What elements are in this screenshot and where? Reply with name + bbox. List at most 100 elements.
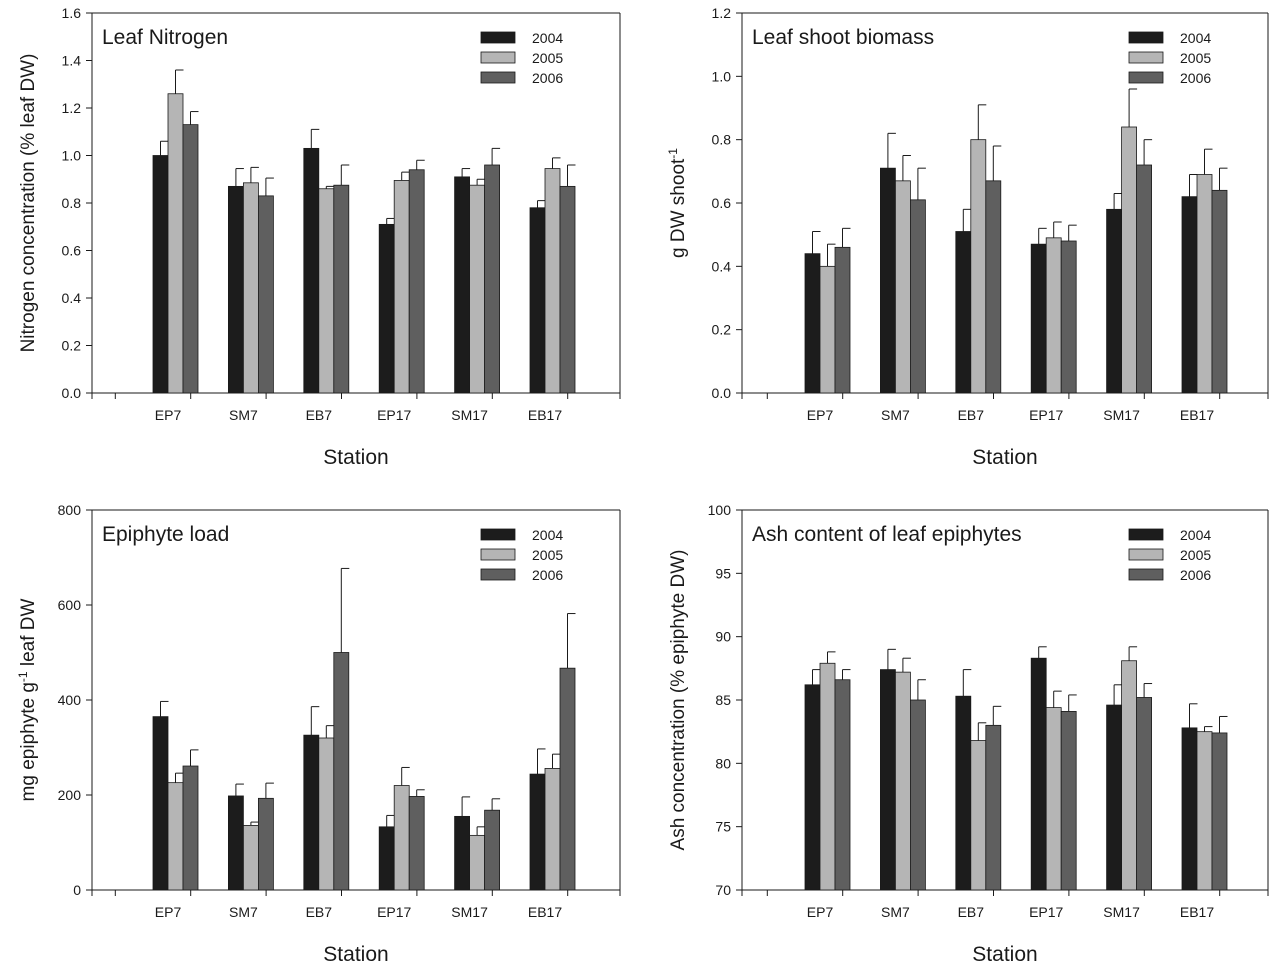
legend-label: 2005 bbox=[1180, 547, 1211, 563]
bar-2004-EB17 bbox=[1181, 196, 1198, 394]
bar-2005-EB7 bbox=[970, 139, 987, 394]
bar-2006-SM17 bbox=[484, 164, 501, 394]
legend-swatch-2005 bbox=[480, 548, 516, 561]
bar-2004-SM7 bbox=[880, 669, 896, 891]
bar-2005-EP7 bbox=[167, 782, 184, 891]
y-tick-label: 1.6 bbox=[62, 5, 82, 21]
bar-2006-EP17 bbox=[408, 169, 425, 394]
y-tick-label: 0.2 bbox=[62, 338, 82, 354]
x-tick-label: EP17 bbox=[377, 407, 411, 423]
y-axis-label-main: Nitrogen concentration (% leaf DW) bbox=[18, 54, 39, 353]
bar-2005-SM7 bbox=[895, 671, 911, 891]
y-tick-label: 0.0 bbox=[62, 385, 82, 401]
bar-2006-SM7 bbox=[910, 699, 926, 891]
legend-swatch-2005 bbox=[1128, 51, 1164, 64]
x-axis-label: Station bbox=[323, 943, 388, 965]
bar-2006-SM7 bbox=[910, 199, 926, 394]
y-tick-label: 0.8 bbox=[62, 195, 82, 211]
bar-2006-EP7 bbox=[834, 679, 851, 891]
bar-2005-EP7 bbox=[819, 662, 836, 891]
bar-2004-EP7 bbox=[152, 716, 169, 891]
panel-title: Leaf shoot biomass bbox=[752, 26, 934, 49]
bar-2005-EP17 bbox=[1045, 707, 1062, 891]
y-axis-label: Ash concentration (% epiphyte DW) bbox=[668, 550, 689, 851]
bar-2004-SM17 bbox=[1106, 704, 1122, 891]
y-tick-label: 0.2 bbox=[712, 322, 732, 338]
y-tick-label: 1.0 bbox=[712, 68, 732, 84]
bar-2004-EB7 bbox=[303, 734, 320, 891]
legend-label: 2006 bbox=[532, 567, 563, 583]
bar-2006-SM7 bbox=[257, 195, 274, 394]
x-axis-label: Station bbox=[323, 446, 388, 469]
y-axis-label: Nitrogen concentration (% leaf DW) bbox=[18, 54, 39, 353]
bar-2005-EP7 bbox=[819, 265, 836, 394]
bar-2006-EB17 bbox=[1211, 732, 1228, 891]
bar-2005-SM17 bbox=[1121, 126, 1137, 394]
bar-2006-EB7 bbox=[333, 652, 350, 891]
bar-2005-EB7 bbox=[318, 737, 335, 891]
legend-swatch-2005 bbox=[480, 51, 516, 64]
bar-2006-SM17 bbox=[1136, 164, 1152, 394]
chart-panel-1: 0.0 0.2 0.4 0.6 0.8 1.0 1.2 1.4 1.6 EP7 SM7 EB7 EP17… bbox=[18, 5, 621, 469]
y-tick-label: 95 bbox=[715, 565, 731, 581]
bar-2006-EB7 bbox=[333, 184, 350, 394]
bar-2005-SM7 bbox=[895, 180, 911, 394]
bar-2004-EB7 bbox=[303, 147, 320, 394]
bar-2006-EB17 bbox=[559, 185, 576, 394]
bar-2005-SM17 bbox=[1121, 660, 1137, 891]
bar-2005-EP17 bbox=[393, 180, 410, 394]
legend-swatch-2006 bbox=[480, 71, 516, 84]
y-axis-label-main: g DW shoot bbox=[668, 158, 689, 258]
y-axis-label: g DW shoot-1 bbox=[666, 148, 689, 258]
bar-2004-EP17 bbox=[1030, 657, 1047, 891]
bar-2004-SM7 bbox=[880, 167, 896, 394]
legend-label: 2004 bbox=[1180, 527, 1211, 543]
chart-panel-3: 0 200 400 600 800 EP7 SM7 EB7 EP17 SM17 EB17 Epiphy… bbox=[16, 502, 621, 965]
bar-2006-EP7 bbox=[182, 765, 199, 891]
legend-swatch-2006 bbox=[1128, 568, 1164, 581]
y-tick-label: 0.8 bbox=[712, 132, 732, 148]
x-tick-label: SM17 bbox=[451, 904, 488, 920]
chart-panel-2: 0.0 0.2 0.4 0.6 0.8 1.0 1.2 EP7 SM7 EB7 EP17 SM17 EB… bbox=[666, 5, 1269, 469]
legend-label: 2005 bbox=[532, 547, 563, 563]
x-tick-label: EP7 bbox=[807, 407, 834, 423]
bar-2004-SM17 bbox=[454, 176, 471, 394]
y-tick-label: 800 bbox=[58, 502, 82, 518]
legend-label: 2006 bbox=[1180, 567, 1211, 583]
panel-title: Epiphyte load bbox=[102, 523, 229, 546]
x-tick-label: EB17 bbox=[1180, 904, 1214, 920]
y-tick-label: 0 bbox=[73, 882, 81, 898]
y-tick-label: 0.4 bbox=[62, 290, 82, 306]
bar-2006-SM17 bbox=[484, 809, 501, 891]
bar-2006-SM17 bbox=[1136, 697, 1152, 891]
x-tick-label: EB17 bbox=[528, 407, 562, 423]
bar-2006-EB17 bbox=[559, 667, 576, 891]
y-axis-label-superscript: -1 bbox=[16, 671, 30, 682]
x-tick-label: SM17 bbox=[1103, 407, 1140, 423]
bar-2004-EP17 bbox=[1030, 243, 1047, 394]
bar-2006-EP7 bbox=[834, 246, 851, 394]
legend-swatch-2004 bbox=[480, 31, 516, 44]
x-tick-label: EB7 bbox=[306, 904, 333, 920]
legend-label: 2004 bbox=[1180, 30, 1211, 46]
bar-2005-EB17 bbox=[1196, 174, 1213, 394]
y-axis-label: mg epiphyte g-1 leaf DW bbox=[16, 599, 39, 802]
x-tick-label: SM7 bbox=[881, 407, 910, 423]
legend-label: 2005 bbox=[532, 50, 563, 66]
legend-swatch-2006 bbox=[480, 568, 516, 581]
x-tick-label: EB17 bbox=[1180, 407, 1214, 423]
bar-2004-EB7 bbox=[955, 231, 972, 394]
legend-swatch-2006 bbox=[1128, 71, 1164, 84]
y-tick-label: 200 bbox=[58, 787, 82, 803]
x-tick-label: EP7 bbox=[807, 904, 834, 920]
panel-title: Leaf Nitrogen bbox=[102, 26, 228, 49]
x-tick-label: EP17 bbox=[1029, 904, 1063, 920]
x-tick-label: SM17 bbox=[1103, 904, 1140, 920]
y-axis-label-main: mg epiphyte g bbox=[18, 682, 39, 801]
y-tick-label: 0.6 bbox=[712, 195, 732, 211]
x-tick-label: EP17 bbox=[1029, 407, 1063, 423]
legend-label: 2004 bbox=[532, 527, 563, 543]
bar-2004-SM17 bbox=[1106, 208, 1122, 394]
x-tick-label: SM7 bbox=[881, 904, 910, 920]
